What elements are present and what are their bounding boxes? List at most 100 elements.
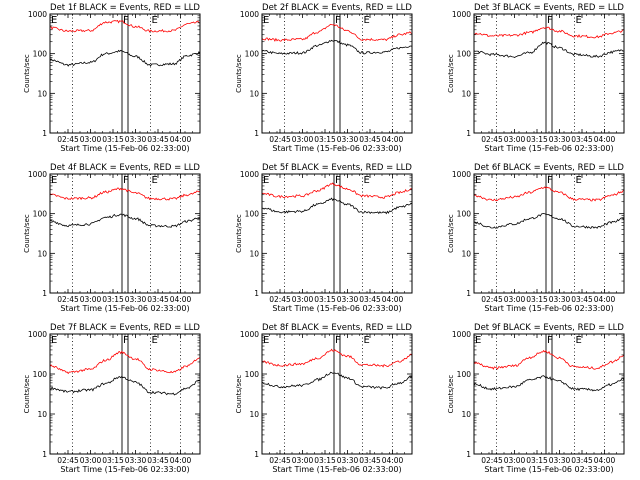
x-axis-label: Start Time (15-Feb-06 02:33:00) bbox=[60, 465, 189, 474]
x-tick-label: 03:15 bbox=[314, 456, 336, 465]
marker-E-0: E bbox=[51, 175, 57, 186]
y-tick-label: 1 bbox=[254, 129, 259, 138]
x-tick-label: 03:15 bbox=[526, 295, 548, 304]
x-tick-label: 02:45 bbox=[57, 295, 79, 304]
x-tick-label: 03:30 bbox=[337, 135, 359, 144]
x-axis-label: Start Time (15-Feb-06 02:33:00) bbox=[60, 304, 189, 313]
panel-title: Det 8f BLACK = Events, RED = LLD bbox=[262, 323, 412, 333]
x-tick-label: 04:00 bbox=[594, 295, 616, 304]
y-axis-label: Counts/sec bbox=[447, 54, 455, 93]
y-tick-label: 100 bbox=[245, 210, 260, 219]
series-lld-line bbox=[473, 186, 625, 202]
x-tick-label: 02:45 bbox=[269, 295, 291, 304]
x-tick-label: 04:00 bbox=[594, 135, 616, 144]
panel-det-5f: Det 5f BLACK = Events, RED = LLD E F E 1 10 10… bbox=[235, 163, 413, 313]
marker-E-2: E bbox=[152, 175, 158, 186]
x-tick-label: 03:00 bbox=[292, 295, 314, 304]
interval-box bbox=[121, 13, 129, 134]
x-tick-label: 04:00 bbox=[170, 456, 192, 465]
x-tick-label: 03:00 bbox=[80, 135, 102, 144]
series-events-line bbox=[261, 371, 413, 390]
y-axis-label: Counts/sec bbox=[23, 54, 31, 93]
x-tick-label: 02:45 bbox=[269, 135, 291, 144]
y-tick-label: 1 bbox=[254, 289, 259, 298]
series-lld-line bbox=[49, 350, 201, 375]
marker-F-1: F bbox=[335, 335, 341, 346]
y-tick-label: 1 bbox=[42, 129, 47, 138]
series-events-line bbox=[49, 375, 201, 396]
marker-E-2: E bbox=[364, 335, 370, 346]
panel-det-3f: Det 3f BLACK = Events, RED = LLD E F E 1 10 10… bbox=[447, 3, 625, 153]
marker-F-1: F bbox=[123, 335, 129, 346]
x-tick-label: 03:45 bbox=[147, 295, 169, 304]
y-tick-label: 1 bbox=[466, 450, 471, 459]
y-tick-label: 1000 bbox=[240, 10, 259, 19]
y-tick-label: 1 bbox=[254, 450, 259, 459]
y-tick-label: 10 bbox=[249, 249, 259, 258]
y-tick-label: 1000 bbox=[28, 330, 47, 339]
y-tick-label: 100 bbox=[245, 50, 260, 59]
y-tick-label: 1000 bbox=[28, 170, 47, 179]
marker-F-1: F bbox=[547, 15, 553, 26]
x-tick-label: 03:30 bbox=[125, 295, 147, 304]
panel-title: Det 3f BLACK = Events, RED = LLD bbox=[474, 3, 624, 13]
y-tick-label: 10 bbox=[461, 249, 471, 258]
x-tick-label: 03:45 bbox=[571, 295, 593, 304]
x-tick-label: 03:00 bbox=[504, 135, 526, 144]
series-lld-line bbox=[49, 19, 201, 33]
y-tick-label: 10 bbox=[37, 249, 47, 258]
x-axis-label: Start Time (15-Feb-06 02:33:00) bbox=[484, 144, 613, 153]
y-tick-label: 1000 bbox=[28, 10, 47, 19]
interval-box bbox=[545, 173, 553, 294]
marker-F-1: F bbox=[123, 175, 129, 186]
panel-title: Det 5f BLACK = Events, RED = LLD bbox=[262, 163, 412, 173]
series-lld-line bbox=[261, 23, 413, 42]
y-tick-label: 100 bbox=[33, 210, 48, 219]
marker-E-2: E bbox=[576, 15, 582, 26]
x-tick-label: 03:30 bbox=[337, 295, 359, 304]
panel-title: Det 2f BLACK = Events, RED = LLD bbox=[262, 3, 412, 13]
x-tick-label: 03:00 bbox=[504, 456, 526, 465]
x-axis-label: Start Time (15-Feb-06 02:33:00) bbox=[60, 144, 189, 153]
marker-E-0: E bbox=[475, 335, 481, 346]
y-axis-label: Counts/sec bbox=[23, 214, 31, 253]
interval-box bbox=[333, 173, 341, 294]
panel-det-1f: Det 1f BLACK = Events, RED = LLD E F E 1 10 10… bbox=[23, 3, 201, 153]
x-tick-label: 03:45 bbox=[571, 456, 593, 465]
x-tick-label: 04:00 bbox=[382, 295, 404, 304]
x-tick-label: 03:15 bbox=[102, 456, 124, 465]
x-tick-label: 02:45 bbox=[57, 135, 79, 144]
x-tick-label: 04:00 bbox=[170, 295, 192, 304]
series-lld-line bbox=[473, 26, 625, 39]
x-tick-label: 04:00 bbox=[170, 135, 192, 144]
marker-E-0: E bbox=[263, 175, 269, 186]
marker-E-2: E bbox=[364, 175, 370, 186]
y-tick-label: 1000 bbox=[452, 330, 471, 339]
y-tick-label: 100 bbox=[457, 370, 472, 379]
y-tick-label: 10 bbox=[249, 89, 259, 98]
x-tick-label: 04:00 bbox=[594, 456, 616, 465]
x-axis-label: Start Time (15-Feb-06 02:33:00) bbox=[272, 144, 401, 153]
x-axis-label: Start Time (15-Feb-06 02:33:00) bbox=[272, 465, 401, 474]
marker-E-2: E bbox=[152, 335, 158, 346]
y-axis-label: Counts/sec bbox=[235, 54, 243, 93]
y-tick-label: 10 bbox=[461, 410, 471, 419]
x-tick-label: 03:45 bbox=[147, 135, 169, 144]
x-tick-label: 03:00 bbox=[80, 456, 102, 465]
y-tick-label: 1 bbox=[42, 289, 47, 298]
series-events-line bbox=[49, 213, 201, 228]
x-tick-label: 03:15 bbox=[102, 295, 124, 304]
x-axis-label: Start Time (15-Feb-06 02:33:00) bbox=[484, 304, 613, 313]
x-tick-label: 03:15 bbox=[526, 456, 548, 465]
y-tick-label: 10 bbox=[37, 89, 47, 98]
y-tick-label: 100 bbox=[457, 50, 472, 59]
x-tick-label: 03:15 bbox=[526, 135, 548, 144]
y-tick-label: 1 bbox=[466, 129, 471, 138]
y-tick-label: 1000 bbox=[452, 170, 471, 179]
x-tick-label: 03:30 bbox=[549, 135, 571, 144]
panel-title: Det 6f BLACK = Events, RED = LLD bbox=[474, 163, 624, 173]
x-tick-label: 03:00 bbox=[504, 295, 526, 304]
series-lld-line bbox=[473, 349, 625, 370]
interval-box bbox=[121, 333, 129, 455]
